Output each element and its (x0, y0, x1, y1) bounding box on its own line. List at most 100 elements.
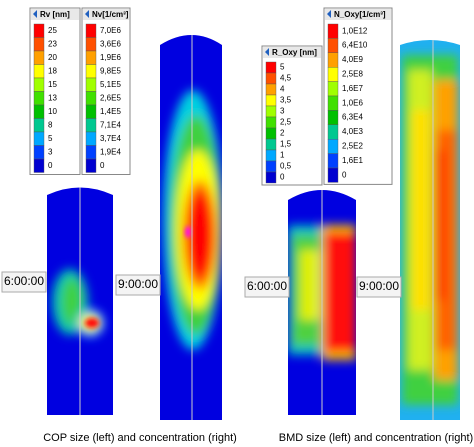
legend-swatch (327, 124, 339, 140)
legend-swatch (33, 64, 45, 79)
legend-swatch (85, 104, 97, 119)
legend-swatch (265, 149, 277, 162)
legend-swatch (33, 23, 45, 38)
legend-title: Rv [nm] (40, 10, 70, 19)
legend-title: Nv[1/cm³] (92, 10, 129, 19)
legend-swatch (85, 50, 97, 65)
caption: BMD size (left) and concentration (right… (279, 432, 473, 444)
legend-swatch (265, 116, 277, 129)
legend-swatch (85, 37, 97, 52)
legend-swatch (85, 91, 97, 106)
ingot-bmd-9h (400, 40, 460, 420)
legend-label: 23 (48, 39, 57, 48)
legend-label: 1,5 (280, 140, 292, 149)
time-label: 9:00:00 (359, 279, 399, 293)
legend-swatch (265, 138, 277, 151)
legend-swatch (265, 72, 277, 85)
legend-label: 1,9E4 (100, 147, 121, 156)
legend-swatch (85, 158, 97, 173)
legend-swatch (327, 81, 339, 97)
legend-label: 20 (48, 53, 57, 62)
legend-label: 8 (48, 120, 53, 129)
legend-swatch (33, 104, 45, 119)
legend-label: 5 (280, 63, 285, 72)
legend-label: 18 (48, 66, 57, 75)
legend-label: 0,5 (280, 162, 292, 171)
legend-label: 0 (342, 170, 347, 179)
legend-label: 15 (48, 80, 57, 89)
legend-label: 3,5 (280, 96, 292, 105)
legend-swatch (327, 66, 339, 82)
time-label-box (115, 274, 161, 296)
time-label: 9:00:00 (118, 277, 158, 291)
legend-swatch (327, 138, 339, 154)
legend-label: 3 (48, 147, 53, 156)
legend-swatch (265, 127, 277, 140)
legend: R_Oxy [nm] 5 4,5 4 3,5 3 2,5 2 1,5 1 0,5 0 (261, 45, 323, 186)
arrow-icon (85, 10, 91, 18)
legend-label: 2 (280, 129, 285, 138)
ingot-cop-6h (47, 187, 113, 415)
arrow-icon (265, 48, 271, 56)
legend-label: 5 (48, 134, 53, 143)
arrow-icon (327, 10, 333, 18)
legend-label: 3,6E6 (100, 39, 121, 48)
legend: Nv[1/cm³] 7,0E6 3,6E6 1,9E6 9,8E5 5,1E5 2,6E5 1… (81, 7, 131, 175)
legend-swatch (85, 64, 97, 79)
time-label: 6:00:00 (4, 274, 44, 288)
legend-swatch (327, 38, 339, 54)
legend-swatch (85, 145, 97, 160)
legend-title: N_Oxy[1/cm³] (334, 10, 386, 19)
legend-swatch (85, 118, 97, 133)
legend-label: 0 (48, 161, 53, 170)
legend-label: 3 (280, 107, 285, 116)
time-label-box (244, 276, 290, 298)
legend-label: 2,5E8 (342, 70, 363, 79)
legend-swatch (327, 95, 339, 111)
legend-title: R_Oxy [nm] (272, 48, 317, 57)
legend-swatch (265, 160, 277, 173)
time-label-box (1, 271, 47, 293)
legend-label: 7,0E6 (100, 26, 121, 35)
legend-swatch (33, 77, 45, 92)
legend-label: 4 (280, 85, 285, 94)
legend-swatch (265, 171, 277, 184)
legend-label: 1,6E1 (342, 156, 363, 165)
legend-swatch (85, 131, 97, 146)
legend-label: 10 (48, 107, 57, 116)
ingot-bmd-6h (288, 190, 356, 415)
legend-header (83, 9, 129, 20)
legend-label: 2,5E2 (342, 142, 363, 151)
legend-swatch (265, 83, 277, 96)
legend: Rv [nm] 25 23 20 18 15 13 10 8 5 3 0 (29, 7, 81, 175)
legend-swatch (33, 158, 45, 173)
legend-label: 1,0E6 (342, 98, 363, 107)
ingot-cop-9h (160, 35, 222, 420)
legend-swatch (33, 145, 45, 160)
legend-swatch (327, 167, 339, 183)
legend-label: 1 (280, 151, 285, 160)
legend-swatch (85, 77, 97, 92)
legend-swatch (327, 153, 339, 169)
legend-swatch (265, 105, 277, 118)
legend-label: 1,6E7 (342, 84, 363, 93)
legend-header (31, 9, 79, 20)
caption: COP size (left) and concentration (right… (43, 432, 237, 444)
legend-label: 2,5 (280, 118, 292, 127)
legend-swatch (33, 131, 45, 146)
legend-label: 1,4E5 (100, 107, 121, 116)
legend-label: 6,4E10 (342, 41, 368, 50)
legend-label: 13 (48, 93, 57, 102)
legend-swatch (327, 23, 339, 39)
legend-swatch (327, 110, 339, 126)
legend-label: 9,8E5 (100, 66, 121, 75)
time-label-box (356, 276, 402, 298)
arrow-icon (33, 10, 39, 18)
legend: N_Oxy[1/cm³] 1,0E12 6,4E10 4,0E9 2,5E8 1,6E7 1… (323, 7, 393, 185)
legend-label: 1,0E12 (342, 26, 368, 35)
legend-swatch (265, 94, 277, 107)
legend-label: 1,9E6 (100, 53, 121, 62)
legend-label: 4,5 (280, 74, 292, 83)
